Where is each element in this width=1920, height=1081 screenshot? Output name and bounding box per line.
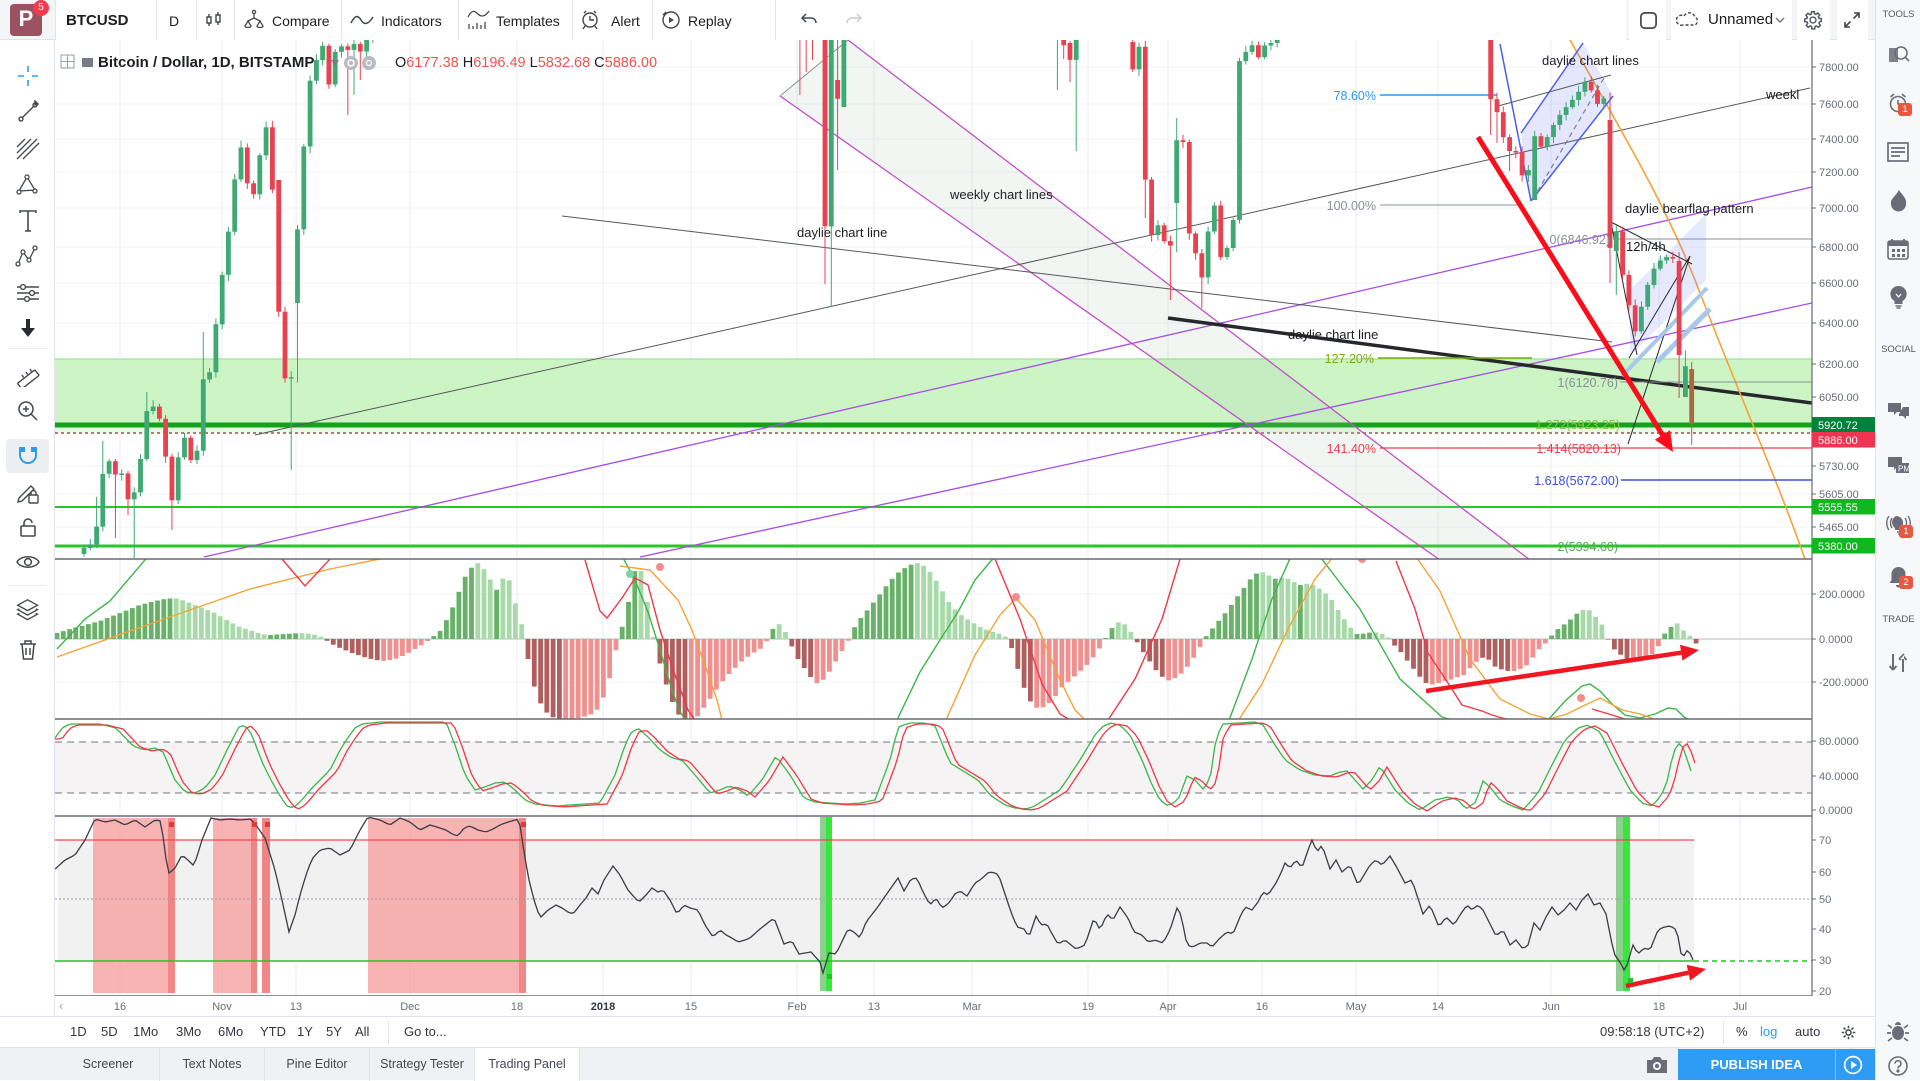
svg-text:‹: ‹	[59, 999, 63, 1013]
svg-text:18: 18	[511, 1001, 523, 1013]
svg-text:19: 19	[1082, 1001, 1094, 1013]
svg-text:20: 20	[1819, 986, 1831, 998]
svg-text:6050.00: 6050.00	[1819, 392, 1859, 404]
svg-text:Apr: Apr	[1159, 1001, 1176, 1013]
svg-text:5555.55: 5555.55	[1818, 502, 1858, 514]
svg-text:5886.00: 5886.00	[1818, 435, 1858, 447]
svg-text:Nov: Nov	[212, 1001, 232, 1013]
svg-text:1(6120.76): 1(6120.76)	[1558, 376, 1618, 390]
svg-text:1.414(5820.13): 1.414(5820.13)	[1536, 442, 1621, 456]
svg-text:weekl: weekl	[1765, 87, 1799, 102]
svg-text:daylie chart lines: daylie chart lines	[1542, 53, 1639, 68]
svg-text:-200.0000: -200.0000	[1819, 677, 1869, 689]
svg-text:6200.00: 6200.00	[1819, 359, 1859, 371]
svg-text:1.272(5923.25): 1.272(5923.25)	[1535, 418, 1620, 432]
svg-text:12h/4h: 12h/4h	[1626, 239, 1666, 254]
svg-text:0(6846.92): 0(6846.92)	[1550, 233, 1610, 247]
svg-text:May: May	[1346, 1001, 1367, 1013]
svg-text:40.0000: 40.0000	[1819, 771, 1859, 783]
svg-text:60: 60	[1819, 867, 1831, 879]
svg-text:14: 14	[1432, 1001, 1444, 1013]
svg-text:200.0000: 200.0000	[1819, 589, 1865, 601]
svg-text:1.618(5672.00): 1.618(5672.00)	[1534, 474, 1619, 488]
svg-text:50: 50	[1819, 894, 1831, 906]
svg-text:16: 16	[114, 1001, 126, 1013]
svg-text:O6177.38 H6196.49 L5832.68: O6177.38 H6196.49 L5832.68 C5886.00	[395, 55, 657, 71]
svg-text:7000.00: 7000.00	[1819, 203, 1859, 215]
svg-text:daylie chart line: daylie chart line	[1288, 327, 1378, 342]
svg-text:7800.00: 7800.00	[1819, 62, 1859, 74]
svg-text:Bitcoin / Dollar, 1D, BITSTAMP: Bitcoin / Dollar, 1D, BITSTAMP	[98, 54, 314, 71]
svg-text:40: 40	[1819, 924, 1831, 936]
svg-text:Jul: Jul	[1733, 1001, 1747, 1013]
svg-text:Jun: Jun	[1542, 1001, 1560, 1013]
svg-text:5605.00: 5605.00	[1819, 489, 1859, 501]
svg-text:PM: PM	[1898, 465, 1910, 474]
svg-text:Dec: Dec	[400, 1001, 420, 1013]
svg-text:70: 70	[1819, 835, 1831, 847]
svg-text:80.0000: 80.0000	[1819, 736, 1859, 748]
svg-text:2018: 2018	[591, 1001, 615, 1013]
svg-text:127.20%: 127.20%	[1325, 352, 1374, 366]
svg-text:2(5394.60): 2(5394.60)	[1558, 540, 1618, 554]
svg-text:6800.00: 6800.00	[1819, 242, 1859, 254]
svg-text:6400.00: 6400.00	[1819, 318, 1859, 330]
svg-text:daylie bearflag pattern: daylie bearflag pattern	[1625, 201, 1754, 216]
svg-text:7400.00: 7400.00	[1819, 134, 1859, 146]
svg-text:78.60%: 78.60%	[1334, 89, 1376, 103]
svg-text:141.40%: 141.40%	[1327, 442, 1376, 456]
svg-text:100.00%: 100.00%	[1327, 199, 1376, 213]
svg-text:weekly chart lines: weekly chart lines	[949, 187, 1053, 202]
svg-text:Feb: Feb	[788, 1001, 807, 1013]
svg-text:16: 16	[1256, 1001, 1268, 1013]
svg-text:5380.00: 5380.00	[1818, 541, 1858, 553]
svg-text:30: 30	[1819, 955, 1831, 967]
svg-text:7200.00: 7200.00	[1819, 167, 1859, 179]
svg-text:5465.00: 5465.00	[1819, 522, 1859, 534]
svg-text:0.0000: 0.0000	[1819, 805, 1853, 817]
svg-text:13: 13	[290, 1001, 302, 1013]
svg-text:13: 13	[868, 1001, 880, 1013]
svg-text:5730.00: 5730.00	[1819, 461, 1859, 473]
svg-text:daylie chart line: daylie chart line	[797, 225, 887, 240]
svg-text:18: 18	[1653, 1001, 1665, 1013]
svg-text:5920.72: 5920.72	[1818, 420, 1858, 432]
svg-text:7600.00: 7600.00	[1819, 99, 1859, 111]
svg-text:15: 15	[685, 1001, 697, 1013]
svg-text:6600.00: 6600.00	[1819, 278, 1859, 290]
svg-text:0.0000: 0.0000	[1819, 634, 1853, 646]
svg-text:Mar: Mar	[963, 1001, 982, 1013]
